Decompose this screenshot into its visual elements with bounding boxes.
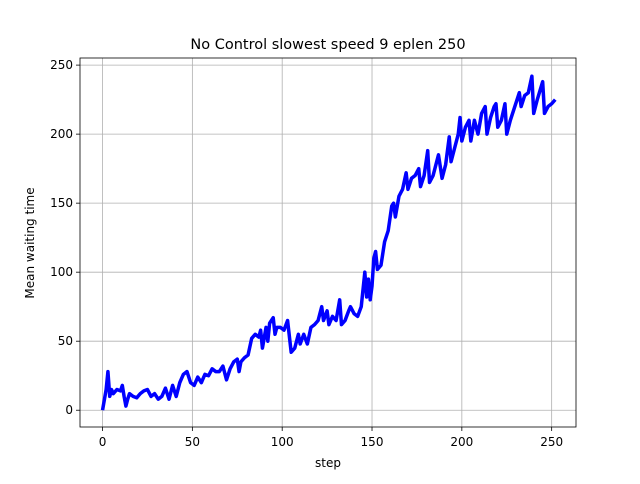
plot-frame bbox=[79, 57, 577, 428]
x-tick-label: 100 bbox=[271, 435, 294, 449]
x-tick-label: 50 bbox=[185, 435, 200, 449]
y-tick-label: 0 bbox=[65, 403, 73, 417]
x-tick-label: 0 bbox=[99, 435, 107, 449]
x-tick-label: 250 bbox=[540, 435, 563, 449]
line-series bbox=[100, 74, 557, 411]
x-tick-label: 200 bbox=[450, 435, 473, 449]
x-tick-label: 150 bbox=[361, 435, 384, 449]
chart-title: No Control slowest speed 9 eplen 250 bbox=[190, 37, 465, 53]
x-axis-label: step bbox=[315, 456, 341, 470]
y-tick-label: 100 bbox=[50, 265, 73, 279]
y-tick-label: 250 bbox=[50, 58, 73, 72]
y-axis-label: Mean waiting time bbox=[23, 187, 37, 298]
y-tick-label: 200 bbox=[50, 127, 73, 141]
y-tick-label: 50 bbox=[58, 334, 73, 348]
y-tick-label: 150 bbox=[50, 196, 73, 210]
